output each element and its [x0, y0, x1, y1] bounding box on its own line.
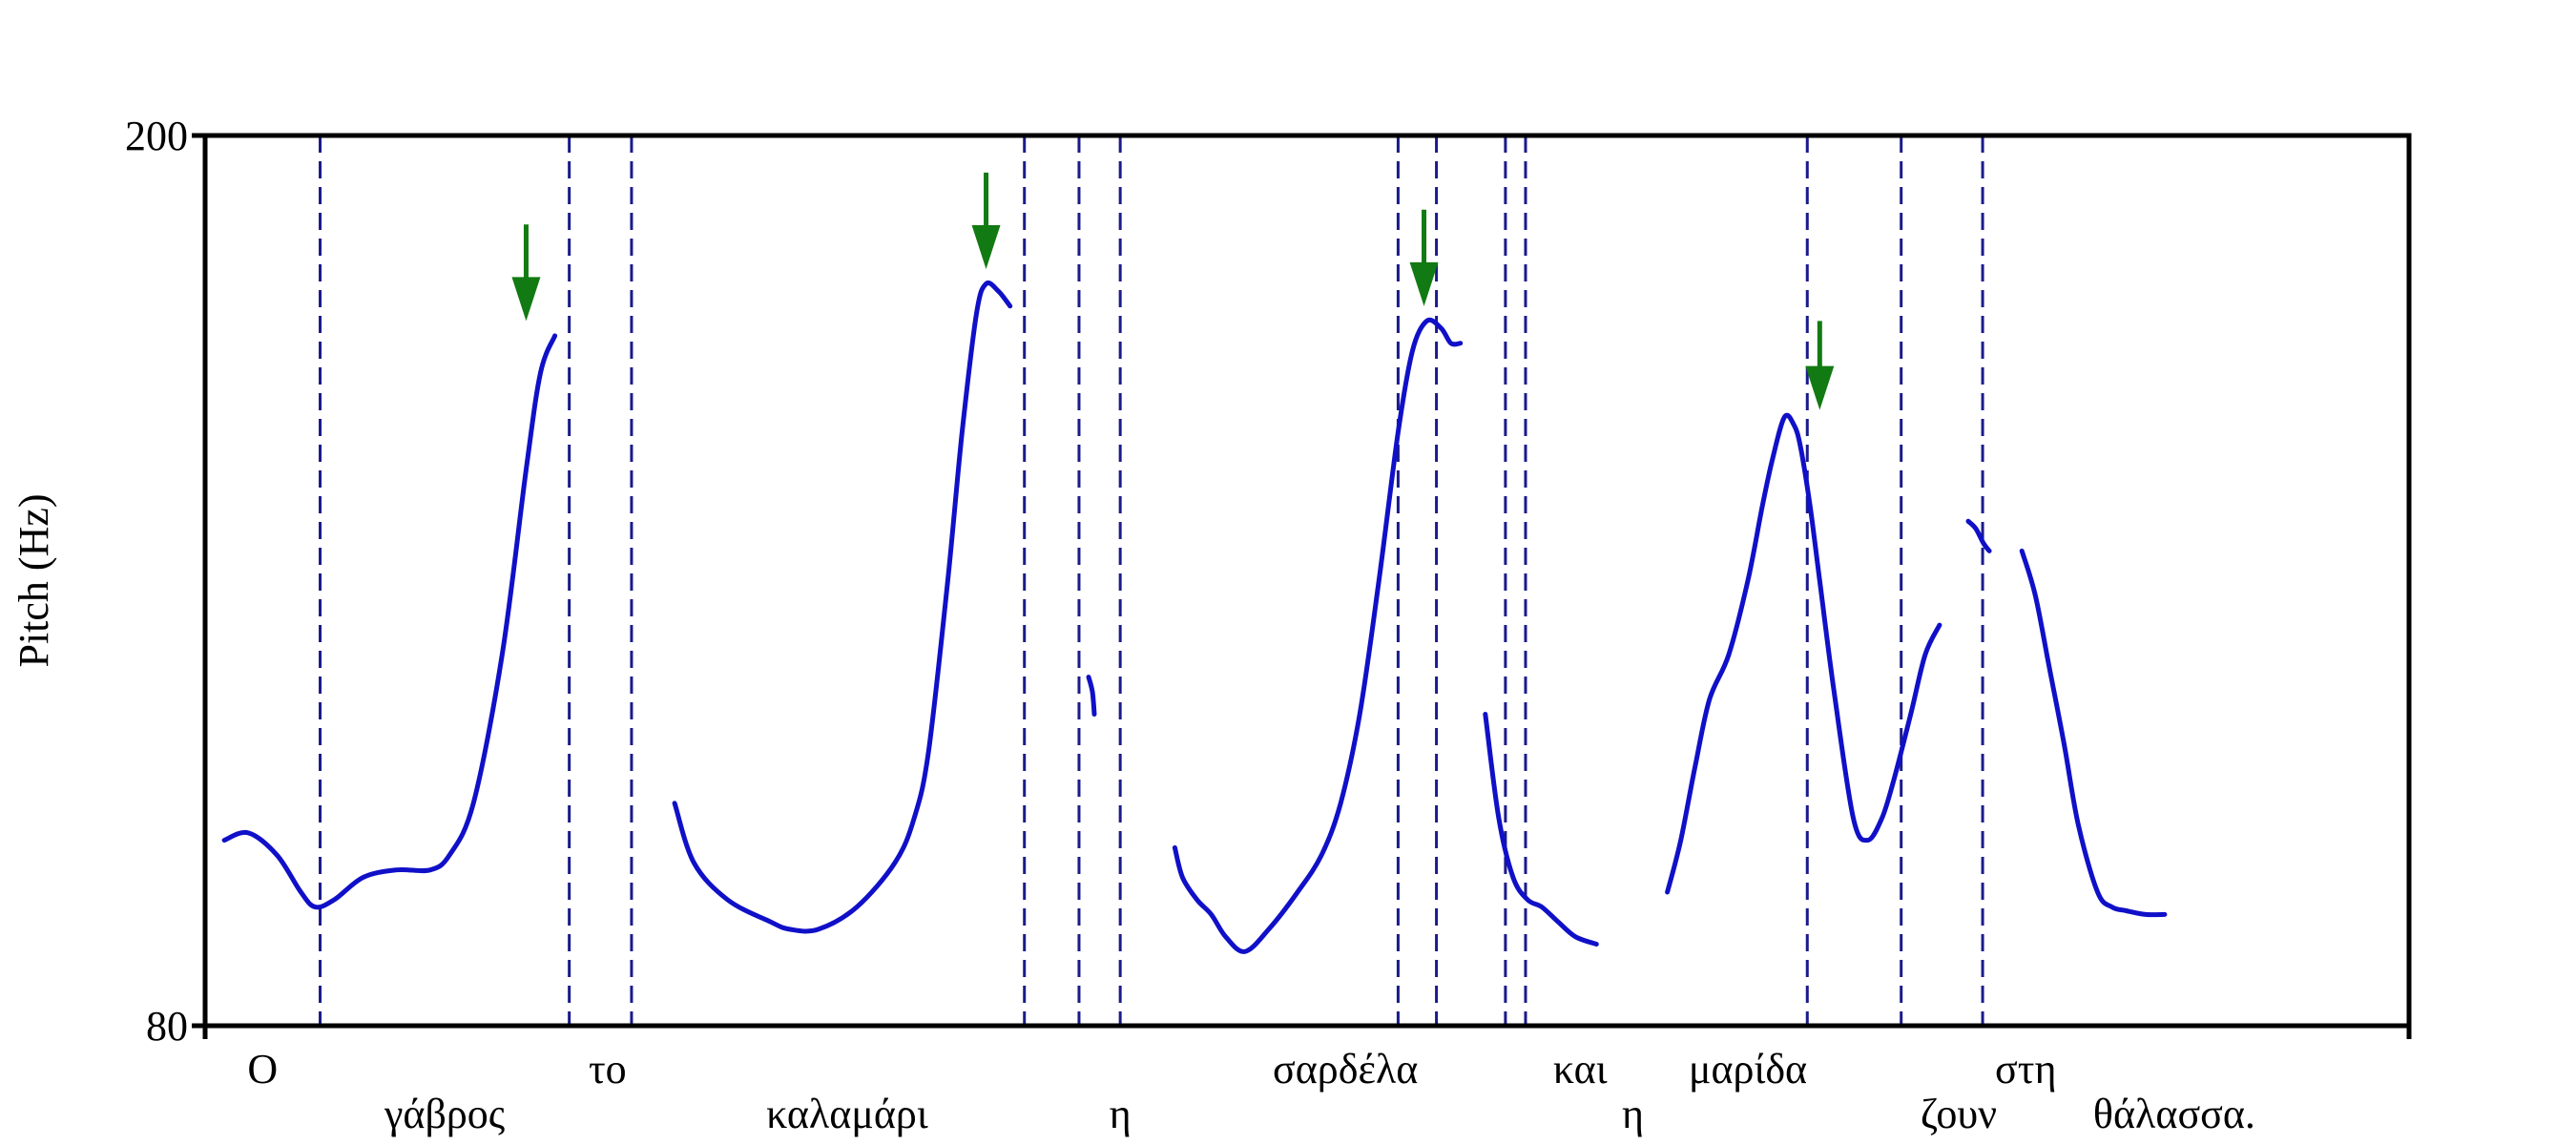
y-axis: 80 200: [125, 113, 2412, 1050]
word-label: θάλασσα.: [2093, 1091, 2255, 1137]
pitch-contour-line: [221, 333, 558, 910]
word-label: καλαμάρι: [766, 1091, 928, 1137]
accent-arrow: [971, 172, 1001, 269]
pitch-contour-line: [1483, 712, 1599, 947]
accent-arrow: [1409, 209, 1439, 306]
accent-arrows: [511, 172, 1835, 410]
accent-arrow-head: [1409, 261, 1439, 306]
pitch-contour-line: [672, 281, 1013, 934]
word-label: το: [589, 1046, 627, 1093]
y-tick-label: 80: [146, 1003, 188, 1050]
pitch-contour-line: [1665, 412, 1942, 895]
word-boundaries: [319, 135, 1984, 1026]
accent-arrow-head: [1805, 365, 1835, 410]
word-label: στη: [1995, 1046, 2056, 1093]
word-label: ζουν: [1921, 1091, 1997, 1137]
pitch-contours: [221, 281, 2168, 954]
accent-arrow: [511, 224, 541, 322]
word-label: Ο: [247, 1046, 278, 1093]
y-axis-label: Pitch (Hz): [10, 493, 57, 667]
pitch-contour-line: [2019, 548, 2168, 918]
pitch-contour-line: [1965, 518, 1992, 553]
word-label: γάβρος: [384, 1091, 505, 1137]
plot-frame: [202, 133, 2412, 1029]
y-tick-label: 200: [125, 113, 188, 159]
pitch-contour-line: [1086, 675, 1097, 717]
accent-arrow-head: [511, 277, 541, 322]
word-label: σαρδέλα: [1273, 1046, 1418, 1093]
word-label: μαρίδα: [1689, 1046, 1807, 1093]
word-label: η: [1110, 1091, 1132, 1137]
word-label: η: [1622, 1091, 1644, 1137]
pitch-contour-line: [1172, 317, 1464, 954]
accent-arrow-head: [971, 224, 1001, 269]
accent-arrow: [1805, 321, 1835, 410]
word-label: και: [1553, 1046, 1608, 1093]
